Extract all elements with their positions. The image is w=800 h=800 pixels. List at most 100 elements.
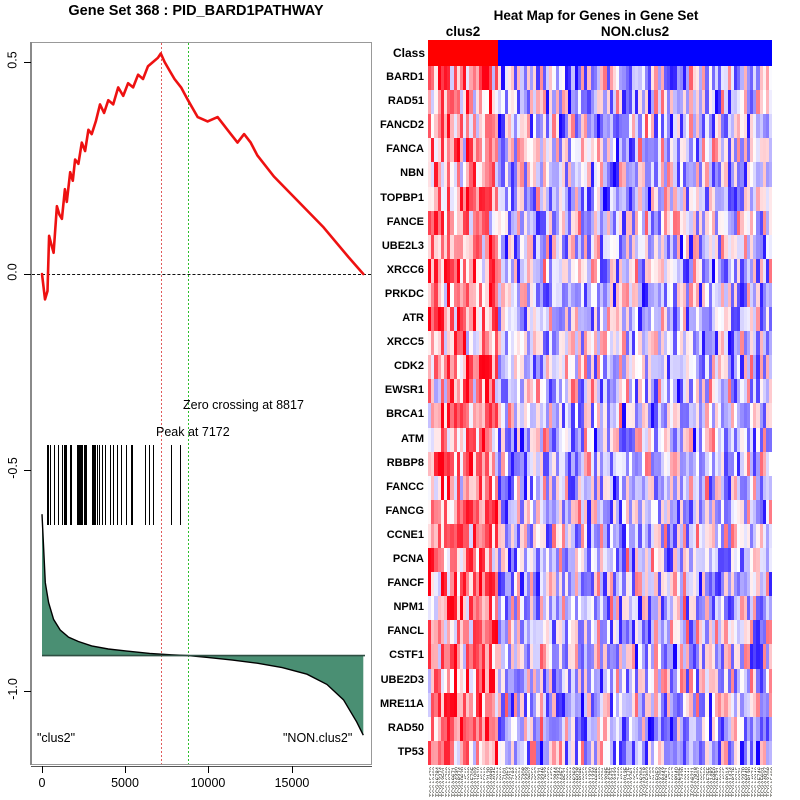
heatmap-cell bbox=[600, 620, 604, 645]
heatmap-cell bbox=[593, 138, 597, 163]
heatmap-row bbox=[428, 499, 773, 525]
heatmap-cell bbox=[737, 692, 741, 718]
heatmap-cell bbox=[517, 548, 521, 573]
heatmap-cell bbox=[539, 90, 543, 115]
heatmap-cell bbox=[660, 114, 664, 139]
heatmap-cell bbox=[587, 596, 591, 621]
heatmap-cell bbox=[683, 716, 687, 742]
heatmap-cell bbox=[485, 427, 489, 453]
heatmap-cell bbox=[746, 114, 750, 139]
heatmap-cell bbox=[753, 138, 757, 163]
heatmap-cell bbox=[746, 451, 750, 477]
peak-marker-line bbox=[160, 43, 162, 764]
heatmap-cell bbox=[453, 475, 457, 501]
heatmap-cell bbox=[504, 475, 508, 501]
heatmap-cell bbox=[507, 740, 511, 766]
heatmap-cell bbox=[561, 307, 566, 332]
heatmap-cell bbox=[507, 114, 511, 139]
heatmap-row bbox=[428, 379, 773, 404]
heatmap-cell bbox=[765, 114, 770, 139]
heatmap-cell bbox=[606, 716, 610, 742]
heatmap-cell bbox=[651, 355, 655, 380]
phenotype-label-right: "NON.clus2" bbox=[283, 731, 353, 745]
heatmap-cell bbox=[756, 234, 760, 260]
heatmap-cell bbox=[428, 282, 432, 308]
heatmap-cell bbox=[479, 451, 483, 477]
heatmap-row bbox=[428, 548, 773, 573]
heatmap-cell bbox=[443, 114, 448, 139]
heatmap-cell bbox=[746, 572, 750, 597]
heatmap-cell bbox=[727, 692, 731, 718]
heatmap-cell bbox=[581, 162, 585, 188]
heatmap-cell bbox=[453, 548, 457, 573]
gene-row-label: FANCD2 bbox=[379, 119, 424, 132]
heatmap-cell bbox=[628, 548, 632, 573]
heatmap-cell bbox=[638, 475, 642, 501]
heatmap-cell bbox=[526, 234, 530, 260]
heatmap-cell bbox=[765, 499, 770, 525]
heatmap-cell bbox=[600, 138, 604, 163]
heatmap-cell bbox=[520, 596, 524, 621]
heatmap-cell bbox=[539, 114, 543, 139]
heatmap-cell bbox=[753, 66, 757, 91]
heatmap-cell bbox=[545, 427, 550, 453]
gene-hit-tick bbox=[83, 445, 85, 525]
heatmap-cell bbox=[708, 355, 712, 380]
heatmap-cell bbox=[549, 162, 553, 188]
heatmap-cell bbox=[721, 186, 725, 212]
heatmap-cell bbox=[673, 186, 677, 212]
heatmap-cell bbox=[501, 162, 505, 188]
heatmap-cell bbox=[676, 114, 680, 139]
heatmap-cell bbox=[428, 740, 432, 766]
heatmap-cell bbox=[542, 620, 546, 645]
heatmap-cell bbox=[625, 162, 629, 188]
heatmap-cell bbox=[574, 234, 578, 260]
heatmap-cell bbox=[609, 644, 613, 670]
heatmap-cell bbox=[504, 210, 508, 236]
heatmap-cell bbox=[635, 282, 639, 308]
heatmap-cell bbox=[705, 475, 709, 501]
heatmap-cell bbox=[753, 644, 757, 670]
heatmap-cell bbox=[740, 620, 744, 645]
heatmap-cell bbox=[628, 740, 632, 766]
heatmap-cell bbox=[708, 90, 712, 115]
heatmap-cell bbox=[657, 523, 661, 549]
heatmap-cell bbox=[705, 90, 709, 115]
heatmap-cell bbox=[574, 548, 578, 573]
heatmap-cell bbox=[711, 668, 715, 694]
heatmap-cell bbox=[577, 379, 581, 404]
gene-hit-tick bbox=[61, 445, 64, 525]
heatmap-cell bbox=[603, 162, 607, 188]
heatmap-cell bbox=[724, 234, 728, 260]
heatmap-cell bbox=[667, 475, 671, 501]
heatmap-cell bbox=[647, 114, 652, 139]
heatmap-cell bbox=[552, 138, 556, 163]
heatmap-cell bbox=[683, 258, 687, 284]
heatmap-cell bbox=[667, 331, 671, 356]
heatmap-cell bbox=[587, 162, 591, 188]
heatmap-cell bbox=[737, 186, 741, 212]
heatmap-cell bbox=[647, 210, 652, 236]
heatmap-cell bbox=[695, 644, 699, 670]
heatmap-cell bbox=[533, 427, 537, 453]
heatmap-cell bbox=[753, 523, 757, 549]
heatmap-cell bbox=[628, 90, 632, 115]
heatmap-cell bbox=[472, 355, 476, 380]
heatmap-cell bbox=[724, 548, 728, 573]
heatmap-cell bbox=[450, 475, 454, 501]
heatmap-cell bbox=[762, 210, 766, 236]
heatmap-cell bbox=[555, 331, 559, 356]
heatmap-cell bbox=[437, 186, 441, 212]
heatmap-cell bbox=[663, 596, 668, 621]
heatmap-cell bbox=[753, 596, 757, 621]
heatmap-cell bbox=[632, 307, 636, 332]
heatmap-cell bbox=[705, 740, 709, 766]
heatmap-cell bbox=[545, 307, 550, 332]
heatmap-cell bbox=[603, 90, 607, 115]
heatmap-cell bbox=[644, 162, 648, 188]
heatmap-cell bbox=[437, 499, 441, 525]
heatmap-cell bbox=[501, 210, 505, 236]
heatmap-cell bbox=[507, 282, 511, 308]
heatmap-cell bbox=[482, 451, 486, 477]
heatmap-cell bbox=[514, 90, 518, 115]
